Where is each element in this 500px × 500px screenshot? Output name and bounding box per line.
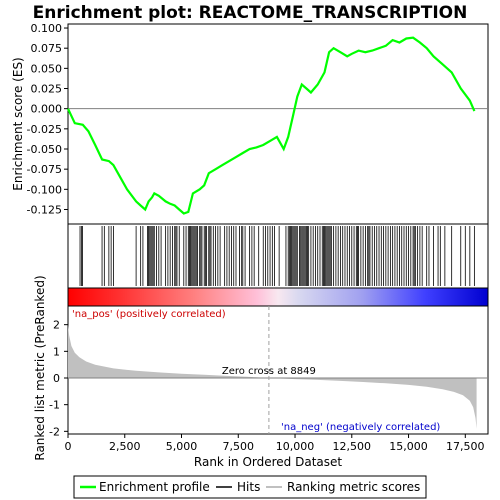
- positive-correlation-label: 'na_pos' (positively correlated): [72, 309, 226, 320]
- metric-y-tick-label: -1: [49, 399, 60, 412]
- metric-y-tick-label: 0: [53, 372, 60, 385]
- x-tick-label: 17,500: [446, 440, 485, 453]
- legend-metric-label: Ranking metric scores: [287, 480, 420, 494]
- es-y-tick-label: -0.125: [27, 203, 62, 216]
- x-tick-label: 10,000: [276, 440, 315, 453]
- es-y-tick-label: -0.100: [27, 183, 62, 196]
- enrichment-profile-line: [67, 36, 476, 215]
- es-y-tick-label: -0.025: [27, 123, 62, 136]
- es-y-tick-label: 0.000: [31, 103, 63, 116]
- legend-hits-label: Hits: [237, 480, 260, 494]
- x-tick-label: 5,000: [166, 440, 198, 453]
- legend: Enrichment profile Hits Ranking metric s…: [73, 475, 427, 499]
- legend-frame: [73, 475, 427, 499]
- es-y-tick-label: 0.025: [31, 83, 63, 96]
- metric-axis-label: Ranked list metric (PreRanked): [33, 275, 47, 460]
- metric-y-tick-label: -2: [49, 425, 60, 438]
- x-tick-label: 2,500: [109, 440, 141, 453]
- es-y-tick-label: -0.075: [27, 163, 62, 176]
- ranking-color-bar: [67, 287, 489, 307]
- metric-y-tick-label: 2: [53, 319, 60, 332]
- ranking-metric-area: [68, 324, 477, 429]
- es-y-tick-label: 0.075: [31, 42, 63, 55]
- negative-correlation-label: 'na_neg' (negatively correlated): [281, 422, 440, 433]
- chart-title: Enrichment plot: REACTOME_TRANSCRIPTION: [33, 3, 468, 23]
- x-tick-label: 7,500: [223, 440, 255, 453]
- es-y-tick-label: -0.050: [27, 143, 62, 156]
- x-axis-label: Rank in Ordered Dataset: [194, 455, 342, 469]
- es-axis-label: Enrichment score (ES): [11, 57, 25, 190]
- x-tick-label: 0: [65, 440, 72, 453]
- es-y-tick-label: 0.100: [31, 22, 63, 35]
- zero-cross-label: Zero cross at 8849: [222, 366, 316, 377]
- metric-y-tick-label: 1: [53, 345, 60, 358]
- x-tick-label: 15,000: [389, 440, 428, 453]
- x-tick-label: 12,500: [333, 440, 372, 453]
- es-y-tick-label: 0.050: [31, 62, 63, 75]
- legend-enrichment-label: Enrichment profile: [99, 480, 210, 494]
- hits-panel-frame: [67, 223, 489, 289]
